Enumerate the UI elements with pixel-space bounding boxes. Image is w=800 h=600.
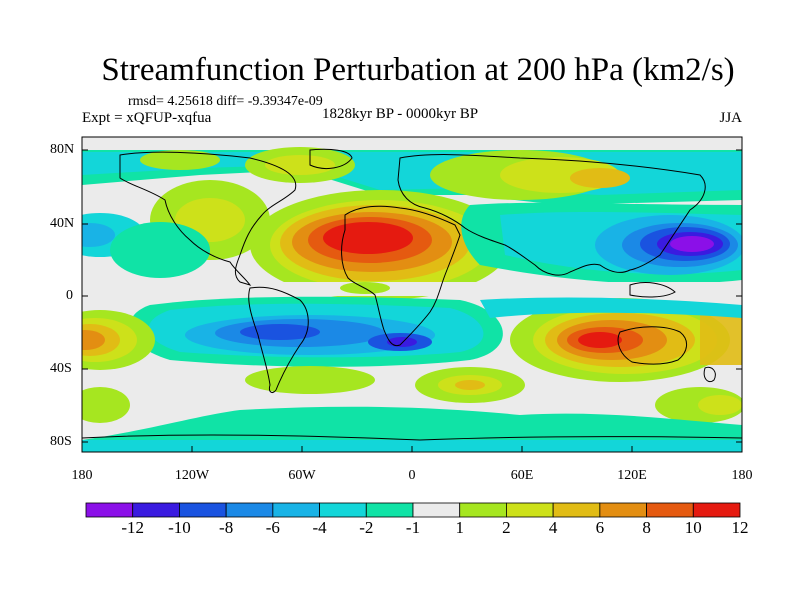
colorbar-label-13: 12 [731,518,749,537]
colorbar-label-3: -6 [265,518,280,537]
colorbar-label-0: -12 [121,518,145,537]
colorbar-label-12: 10 [684,518,702,537]
rmsd-diff-stats: rmsd= 4.25618 diff= -9.39347e-09 [128,94,323,109]
lat-label-40n: 40N [50,216,75,231]
lat-label-40s: 40S [50,361,72,376]
colorbar-swatch-2 [179,502,227,518]
colorbar-label-2: -8 [219,518,234,537]
colorbar-swatch-10 [552,502,601,518]
colorbar [85,502,741,518]
colorbar-swatch-11 [599,502,647,518]
map-title: Streamfunction Perturbation at 200 hPa (… [101,52,735,88]
lon-label-60e: 60E [510,468,534,483]
colorbar-swatch-1 [132,502,180,518]
lon-label-180w: 180 [71,468,93,483]
colorbar-swatch-5 [319,502,367,518]
colorbar-swatch-8 [459,502,507,518]
colorbar-label-7: 1 [455,518,464,537]
period-label: 1828kyr BP - 0000kyr BP [322,106,479,122]
asia-low [461,202,742,285]
colorbar-label-6: -1 [405,518,421,537]
lon-label-120w: 120W [174,468,210,483]
south-low-band [129,296,503,367]
colorbar-swatch-13 [692,502,741,518]
coastlines [82,148,742,441]
colorbar-label-11: 8 [642,518,651,537]
lat-label-80n: 80N [50,142,75,157]
colorbar-swatch-0 [85,502,134,518]
colorbar-swatch-12 [646,502,694,518]
lat-label-80s: 80S [50,434,72,449]
lon-label-120e: 120E [617,468,647,483]
lon-label-60w: 60W [288,468,316,483]
colorbar-swatch-3 [225,502,274,518]
axis-ticks [81,149,743,452]
lat-label-0: 0 [66,288,73,303]
lon-label-0: 0 [408,468,416,483]
experiment-label: Expt = xQFUP-xqfua [82,110,212,126]
colorbar-label-10: 6 [595,518,605,537]
colorbar-swatch-4 [272,502,320,518]
colorbar-label-9: 4 [548,518,558,537]
colorbar-label-5: -2 [359,518,374,537]
lon-label-180e: 180 [731,468,753,483]
colorbar-swatch-6 [365,502,414,518]
atlantic-high [250,190,510,300]
colorbar-label-8: 2 [502,518,511,537]
colorbar-label-4: -4 [312,518,327,537]
colorbar-label-1: -10 [168,518,191,537]
season-label: JJA [719,110,742,126]
colorbar-swatch-7 [412,502,461,518]
colorbar-swatch-9 [506,502,554,518]
contour-field [82,137,742,452]
